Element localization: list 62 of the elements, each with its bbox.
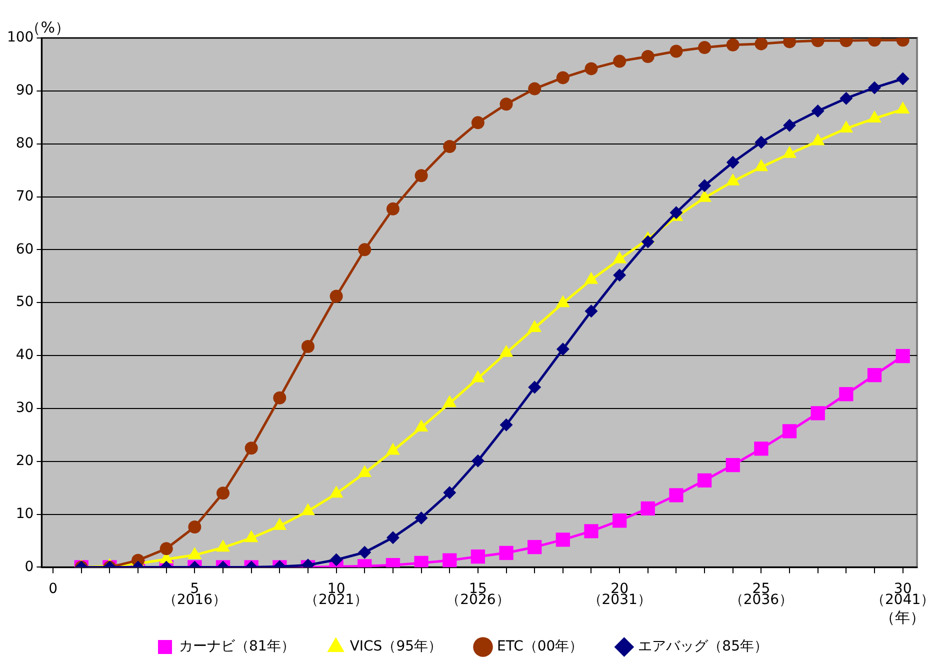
point bbox=[386, 442, 400, 455]
point bbox=[698, 179, 712, 192]
legend-label: カーナビ（81年） bbox=[179, 638, 295, 655]
point bbox=[896, 72, 910, 86]
point bbox=[670, 206, 683, 220]
y-tick-label: 0 bbox=[24, 558, 34, 575]
point bbox=[613, 268, 626, 282]
y-tick-label: 70 bbox=[16, 188, 34, 204]
point bbox=[358, 243, 372, 256]
point bbox=[726, 156, 740, 169]
point bbox=[414, 419, 428, 432]
point bbox=[471, 370, 485, 382]
y-tick-label: 20 bbox=[16, 453, 34, 469]
point bbox=[471, 116, 484, 130]
y-tick-label: 10 bbox=[16, 506, 34, 522]
x-tick-label: 0 bbox=[48, 581, 58, 598]
point bbox=[584, 62, 598, 76]
point bbox=[556, 342, 570, 356]
point bbox=[442, 395, 457, 408]
point bbox=[868, 81, 882, 94]
point bbox=[414, 169, 428, 182]
y-tick-label: 60 bbox=[16, 241, 34, 258]
y-tick-label: 30 bbox=[16, 400, 34, 416]
point bbox=[244, 530, 258, 542]
point bbox=[896, 348, 910, 364]
x-axis-title: （年） bbox=[880, 608, 925, 627]
point bbox=[499, 344, 514, 357]
legend-label: ETC（00年） bbox=[497, 638, 584, 655]
point bbox=[613, 54, 626, 68]
legend-label: VICS（95年） bbox=[350, 638, 442, 655]
point bbox=[443, 140, 456, 153]
point bbox=[216, 540, 230, 552]
point bbox=[726, 38, 740, 52]
point bbox=[584, 272, 598, 284]
legend-label: エアバッグ（85年） bbox=[638, 638, 768, 655]
point bbox=[329, 486, 344, 498]
point bbox=[754, 136, 768, 149]
point bbox=[386, 202, 400, 216]
point bbox=[500, 98, 513, 111]
point bbox=[556, 71, 570, 84]
point bbox=[811, 104, 824, 118]
y-tick-label: 80 bbox=[16, 135, 34, 152]
point bbox=[330, 290, 343, 303]
point bbox=[301, 503, 315, 516]
point bbox=[528, 82, 542, 96]
point bbox=[754, 38, 768, 50]
point bbox=[188, 547, 202, 560]
point bbox=[698, 41, 712, 54]
point bbox=[556, 295, 570, 308]
point bbox=[641, 50, 654, 64]
point bbox=[783, 118, 796, 132]
point bbox=[358, 465, 372, 478]
point bbox=[612, 251, 627, 264]
point bbox=[670, 44, 683, 58]
point bbox=[528, 320, 542, 332]
point bbox=[584, 304, 598, 318]
y-tick-label: 50 bbox=[16, 294, 34, 310]
y-tick-label: 90 bbox=[16, 82, 34, 99]
point bbox=[840, 92, 853, 105]
point bbox=[641, 235, 654, 248]
point bbox=[272, 518, 287, 530]
y-tick-label: 40 bbox=[16, 347, 34, 364]
